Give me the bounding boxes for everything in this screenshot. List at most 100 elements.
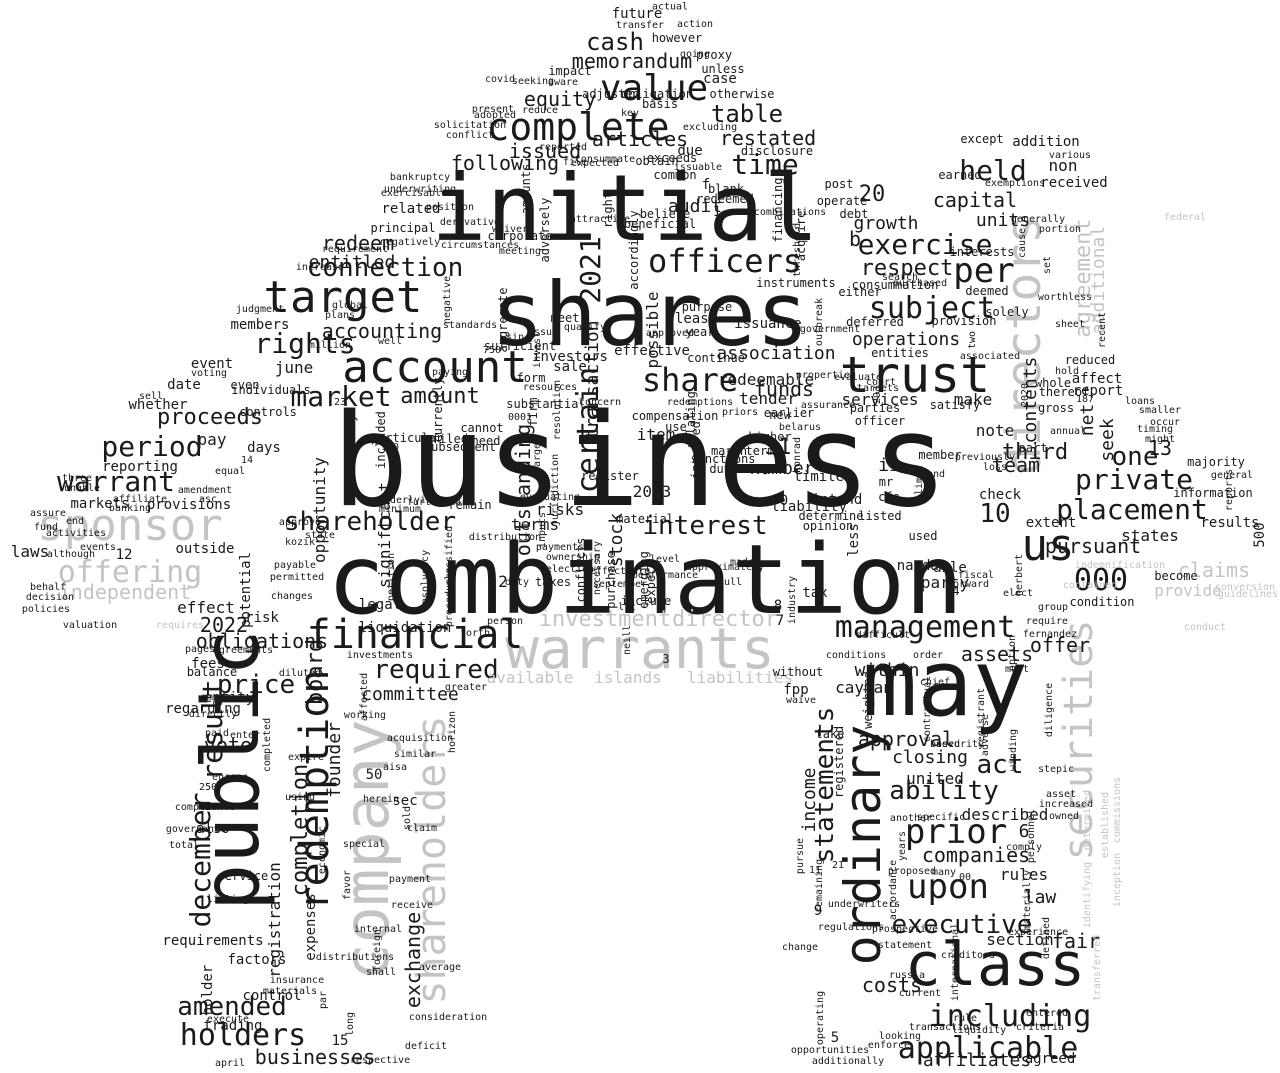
cloud-word: affiliates xyxy=(923,1050,1031,1071)
cloud-word: sold xyxy=(402,806,413,830)
cloud-word: regulations xyxy=(818,922,884,933)
cloud-word: 7 xyxy=(776,613,784,629)
cloud-word: placement xyxy=(1056,493,1208,526)
cloud-word: rights xyxy=(254,327,355,360)
cloud-word: continue xyxy=(687,351,745,365)
cloud-word: 31 xyxy=(765,435,792,460)
cloud-word: shareholder xyxy=(284,507,456,537)
cloud-word: 10 xyxy=(979,499,1010,529)
cloud-word: sanctions xyxy=(690,452,755,466)
cloud-word: public xyxy=(187,629,277,911)
cloud-word: respect xyxy=(861,256,954,281)
cloud-word: distribution xyxy=(469,532,541,543)
cloud-word: instruments xyxy=(756,276,835,290)
cloud-word: issuance xyxy=(734,316,801,332)
cloud-word: information xyxy=(1173,486,1252,500)
cloud-word: additionally xyxy=(812,1056,884,1067)
cloud-word: conflicts xyxy=(574,537,588,602)
cloud-word: underwriting xyxy=(384,184,456,195)
cloud-word: annual xyxy=(1050,426,1086,437)
cloud-word: satisfy xyxy=(930,398,981,412)
cloud-word: interests xyxy=(949,245,1014,259)
cloud-word: 00 xyxy=(959,872,971,883)
cloud-word: 100 xyxy=(381,442,399,453)
cloud-word: 187 xyxy=(1076,394,1094,405)
cloud-word: minimum xyxy=(379,504,421,515)
cloud-word: obtain xyxy=(635,154,678,168)
cloud-word: resolution xyxy=(552,380,563,440)
cloud-word: sip xyxy=(506,332,524,343)
cloud-word: based xyxy=(930,739,960,750)
cloud-word: fund xyxy=(34,522,58,533)
cloud-word: state xyxy=(305,530,335,541)
cloud-word: acquire xyxy=(794,211,808,262)
cloud-word: 000 xyxy=(1074,563,1128,598)
cloud-word: kozik xyxy=(285,537,315,548)
cloud-word: owned xyxy=(1049,811,1079,822)
cloud-word: standards xyxy=(443,320,497,331)
cloud-word: belarus xyxy=(779,422,821,433)
cloud-word: thereof xyxy=(1039,385,1090,399)
cloud-word: receive xyxy=(391,900,433,911)
cloud-word: pages xyxy=(185,644,215,655)
cloud-word: election xyxy=(546,564,594,575)
cloud-word: ability xyxy=(889,776,999,806)
cloud-word: waiver xyxy=(492,224,528,235)
cloud-word: significant xyxy=(375,482,394,588)
cloud-word: sale xyxy=(553,359,587,375)
cloud-word: determined xyxy=(1082,790,1093,850)
cloud-word: holder xyxy=(200,965,216,1016)
cloud-word: exchange xyxy=(401,912,425,1008)
cloud-word: pursuant xyxy=(1045,534,1141,558)
cloud-word: remaining xyxy=(814,859,825,913)
cloud-word: ordinary xyxy=(834,725,892,966)
cloud-word: horizon xyxy=(447,711,458,753)
cloud-word: diligence xyxy=(1044,683,1055,737)
cloud-word: chief xyxy=(920,677,950,688)
cloud-word: option xyxy=(1007,635,1018,671)
cloud-word: table xyxy=(711,100,783,128)
cloud-word: trading xyxy=(203,1018,262,1034)
cloud-word: directly xyxy=(189,709,237,720)
cloud-word: materially xyxy=(1022,870,1033,930)
cloud-word: acquisition xyxy=(387,733,453,744)
cloud-word: end xyxy=(66,516,84,527)
cloud-word: excluding xyxy=(683,122,737,133)
cloud-word: costs xyxy=(862,973,922,997)
cloud-word: adjusted xyxy=(582,87,640,101)
cloud-word: plans xyxy=(325,310,355,321)
cloud-word: law xyxy=(1024,887,1057,908)
cloud-word: less xyxy=(846,523,862,557)
cloud-word: approved xyxy=(646,328,694,339)
cloud-word: cash xyxy=(586,28,644,56)
cloud-word: founder xyxy=(324,722,345,798)
cloud-word: listing xyxy=(207,894,249,905)
cloud-word: duty xyxy=(505,577,529,588)
cloud-word: pursue xyxy=(795,838,806,874)
cloud-word: unless xyxy=(701,62,744,76)
cloud-word: results xyxy=(1200,515,1259,531)
cloud-word: diluted xyxy=(279,668,321,679)
cloud-word: currently xyxy=(431,377,445,442)
cloud-word: either xyxy=(838,285,881,299)
cloud-word: redeem xyxy=(322,231,394,255)
cloud-word: effect xyxy=(177,598,235,617)
cloud-word: 0001 xyxy=(508,412,532,423)
cloud-word: fpp xyxy=(783,682,808,698)
cloud-word: 2 xyxy=(498,572,508,591)
cloud-word: filed xyxy=(432,432,468,446)
cloud-word: value xyxy=(600,68,708,109)
cloud-word: remain xyxy=(448,498,491,512)
cloud-word: exercise xyxy=(858,228,993,261)
cloud-word: liquidity xyxy=(952,1025,1006,1036)
cloud-word: terms xyxy=(511,515,559,534)
cloud-word: cannot xyxy=(460,421,503,435)
cloud-word: court xyxy=(866,377,896,388)
cloud-word: covid xyxy=(485,74,515,85)
cloud-word: per xyxy=(953,251,1014,291)
cloud-word: specific xyxy=(917,812,965,823)
cloud-word: petition xyxy=(386,553,397,601)
cloud-word: take xyxy=(816,727,845,741)
cloud-word: officers xyxy=(648,242,802,280)
cloud-word: mr xyxy=(879,475,893,489)
